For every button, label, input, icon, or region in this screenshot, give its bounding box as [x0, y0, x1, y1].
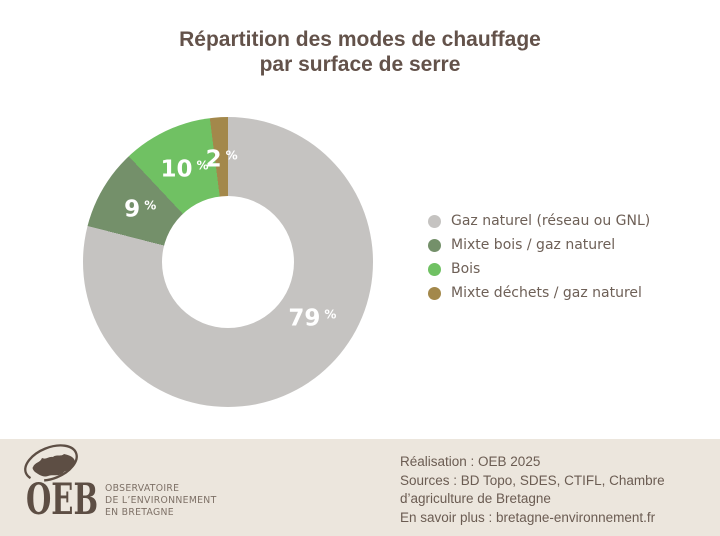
- donut-chart: 79% 9% 10% 2%: [83, 117, 373, 407]
- logo-org-line2: DE L’ENVIRONNEMENT: [105, 495, 217, 506]
- legend-item: Mixte bois / gaz naturel: [428, 233, 650, 257]
- credit-line: Réalisation : OEB 2025: [400, 454, 541, 469]
- credits: Réalisation : OEB 2025 Sources : BD Topo,…: [400, 453, 718, 527]
- slice-label: 2%: [205, 146, 238, 173]
- slice-unit: %: [324, 307, 337, 322]
- legend-label: Mixte bois / gaz naturel: [451, 237, 616, 253]
- legend-label: Bois: [451, 261, 481, 277]
- legend-label: Gaz naturel (réseau ou GNL): [451, 213, 651, 229]
- legend-swatch-icon: [428, 214, 441, 228]
- slice-unit: %: [144, 198, 157, 213]
- brittany-map-icon: [32, 454, 76, 477]
- legend-swatch-icon: [428, 286, 441, 300]
- slice-label: 9%: [124, 196, 157, 223]
- slice-label: 79%: [288, 305, 337, 332]
- oeb-logo: OEB OBSERVATOIRE DE L’ENVIRONNEMENT EN B…: [24, 444, 217, 525]
- slice-unit: %: [225, 148, 238, 163]
- slice-unit: %: [196, 158, 209, 173]
- legend-item: Gaz naturel (réseau ou GNL): [428, 209, 650, 233]
- slice-value: 2: [205, 146, 222, 173]
- chart-title: Répartition des modes de chauffage par s…: [0, 27, 720, 77]
- slice-label: 10%: [161, 158, 209, 181]
- legend-item: Bois: [428, 257, 650, 281]
- legend-item: Mixte déchets / gaz naturel: [428, 281, 650, 305]
- logo-org-name: OBSERVATOIRE DE L’ENVIRONNEMENT EN BRETA…: [105, 483, 217, 518]
- logo-org-line1: OBSERVATOIRE: [105, 483, 179, 494]
- slice-value: 10: [160, 156, 193, 183]
- legend-swatch-icon: [428, 238, 441, 252]
- footer-bar: OEB OBSERVATOIRE DE L’ENVIRONNEMENT EN B…: [0, 439, 720, 536]
- chart-legend: Gaz naturel (réseau ou GNL) Mixte bois / …: [428, 209, 650, 305]
- slice-value: 9: [124, 196, 141, 223]
- slice-value: 79: [288, 305, 321, 332]
- oeb-acronym: OEB: [26, 475, 98, 525]
- logo-org-line3: EN BRETAGNE: [105, 507, 174, 518]
- legend-label: Mixte déchets / gaz naturel: [451, 285, 642, 301]
- chart-title-line1: Répartition des modes de chauffage: [179, 28, 541, 51]
- logo-ellipse-icon: [24, 444, 78, 482]
- donut-hole: [162, 196, 294, 328]
- credit-line: En savoir plus : bretagne-environnement.…: [400, 509, 656, 525]
- credit-line: Sources : BD Topo, SDES, CTIFL, Chambre …: [400, 472, 665, 507]
- chart-title-line2: par surface de serre: [259, 53, 461, 76]
- legend-swatch-icon: [428, 262, 441, 276]
